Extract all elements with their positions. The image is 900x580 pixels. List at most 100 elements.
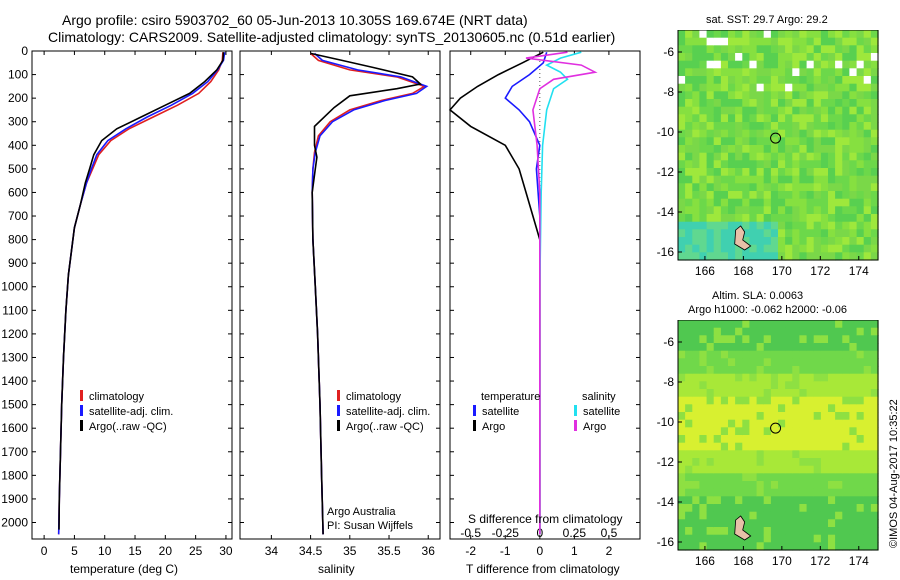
ytick-label: 400 [8, 138, 28, 152]
ytick-label: 1000 [1, 280, 28, 294]
xtick-label: 20 [159, 544, 173, 558]
xtick-label: 5 [71, 544, 78, 558]
salinity-xlabel: salinity [318, 562, 355, 576]
argo-position-marker [770, 422, 782, 434]
argo-position-marker [770, 132, 782, 144]
series-salinity-satellite [539, 51, 582, 535]
map-ytick-label: -8 [663, 85, 674, 99]
xtick-label: 34 [265, 544, 279, 558]
xtick-label-s: 0.25 [563, 526, 587, 540]
map-ytick-label: -12 [657, 165, 675, 179]
plot-frame [239, 50, 441, 540]
ytick-label: 1100 [2, 303, 28, 317]
map-xtick-label: 174 [849, 554, 869, 568]
xtick-label: 34.5 [299, 544, 323, 558]
map-xtick-label: 166 [695, 264, 715, 278]
sla-map: 166 168 170 172 174 -6 -8 -10 -12 -14 -16 [657, 320, 879, 568]
map-ytick-label: -12 [657, 455, 675, 469]
sla-map-title-2: Argo h1000: -0.062 h2000: -0.06 [688, 304, 848, 316]
ytick-label: 500 [8, 162, 28, 176]
xtick-label: 10 [98, 544, 112, 558]
plot-frame [449, 50, 641, 540]
ytick-label: 100 [8, 68, 28, 82]
salinity-profile-chart: 34 34.5 35 35.5 36 [239, 50, 441, 558]
map-xtick-label: 166 [695, 554, 715, 568]
difference-legend-temperature: temperature satellite Argo [473, 390, 541, 435]
series-satellite [57, 52, 226, 535]
xtick-label: 0 [536, 544, 543, 558]
imos-credit: ©IMOS 04-Aug-2017 10:35:22 [888, 399, 900, 548]
map-frame [677, 320, 879, 551]
difference-legend-salinity: salinity satellite Argo [574, 390, 621, 435]
map-ytick-label: -6 [663, 45, 674, 59]
ytick-label: 1500 [1, 398, 28, 412]
legend-argo: Argo(..raw -QC) [346, 421, 424, 433]
ytick-label: 200 [8, 91, 28, 105]
legend-sal-satellite: satellite [583, 406, 621, 418]
map-xtick-label: 168 [733, 554, 753, 568]
title-line-2: Climatology: CARS2009. Satellite-adjuste… [48, 29, 616, 45]
ytick-label: 800 [8, 233, 28, 247]
legend-climatology: climatology [346, 391, 402, 403]
legend-argo: Argo(..raw -QC) [89, 421, 167, 433]
legend-sal-argo: Argo [583, 421, 607, 433]
xtick-label: 35.5 [377, 544, 401, 558]
ytick-label: 700 [8, 209, 28, 223]
pi-label: PI: Susan Wijffels [327, 520, 413, 532]
ytick-label: 1200 [1, 327, 28, 341]
island [734, 515, 752, 541]
map-ytick-label: -8 [663, 375, 674, 389]
map-field [678, 320, 879, 551]
xtick-label: 35 [343, 544, 357, 558]
difference-xlabel-salinity: S difference from climatology [468, 512, 623, 526]
xtick-label: -1 [500, 544, 511, 558]
xtick-label-s: -0.5 [460, 526, 481, 540]
temperature-legend: climatology satellite-adj. clim. Argo(..… [80, 390, 173, 435]
xtick-label: 25 [189, 544, 203, 558]
ytick-label: 2000 [1, 515, 28, 529]
salinity-legend: climatology satellite-adj. clim. Argo(..… [337, 390, 430, 435]
difference-xlabel-temperature: T difference from climatology [466, 562, 620, 576]
legend-temp-satellite: satellite [482, 406, 520, 418]
map-ytick-label: -14 [657, 205, 675, 219]
legend-heading-temperature: temperature [481, 391, 541, 403]
ytick-label: 1900 [1, 492, 28, 506]
legend-climatology: climatology [89, 391, 145, 403]
xtick-label: 15 [128, 544, 142, 558]
ytick-label: 900 [8, 256, 28, 270]
ytick-label: 600 [8, 185, 28, 199]
xtick-label-s: 0.5 [601, 526, 618, 540]
legend-temp-argo: Argo [482, 421, 506, 433]
island [734, 225, 752, 251]
sst-map-title: sat. SST: 29.7 Argo: 29.2 [706, 14, 828, 26]
ytick-label: 1300 [1, 350, 28, 364]
map-ytick-label: -6 [663, 335, 674, 349]
series-climatology [310, 52, 427, 535]
map-frame [677, 30, 879, 261]
ytick-label: 1700 [1, 445, 28, 459]
map-field [678, 30, 879, 261]
map-ytick-label: -16 [657, 245, 675, 259]
xtick-label: 36 [422, 544, 436, 558]
series-climatology [57, 52, 224, 535]
legend-satellite: satellite-adj. clim. [346, 406, 431, 418]
legend-heading-salinity: salinity [582, 391, 616, 403]
xtick-label: -2 [465, 544, 476, 558]
xtick-label: 1 [571, 544, 578, 558]
map-ytick-label: -10 [657, 415, 675, 429]
ytick-label: 0 [21, 44, 28, 58]
xtick-label-s: -0.25 [492, 526, 520, 540]
sla-map-title-1: Altim. SLA: 0.0063 [712, 290, 804, 302]
ytick-label: 1600 [1, 421, 28, 435]
series-argo [310, 52, 423, 535]
map-xtick-label: 170 [772, 554, 792, 568]
ytick-label: 1800 [1, 468, 28, 482]
map-ytick-label: -14 [657, 495, 675, 509]
map-xtick-label: 172 [810, 554, 830, 568]
series-argo [58, 52, 225, 530]
sst-map: 166 168 170 172 174 -6 -8 -10 -12 -14 -16 [657, 30, 879, 278]
series-satellite [311, 52, 429, 535]
xtick-label: 0 [41, 544, 48, 558]
temperature-xlabel: temperature (deg C) [70, 562, 179, 576]
